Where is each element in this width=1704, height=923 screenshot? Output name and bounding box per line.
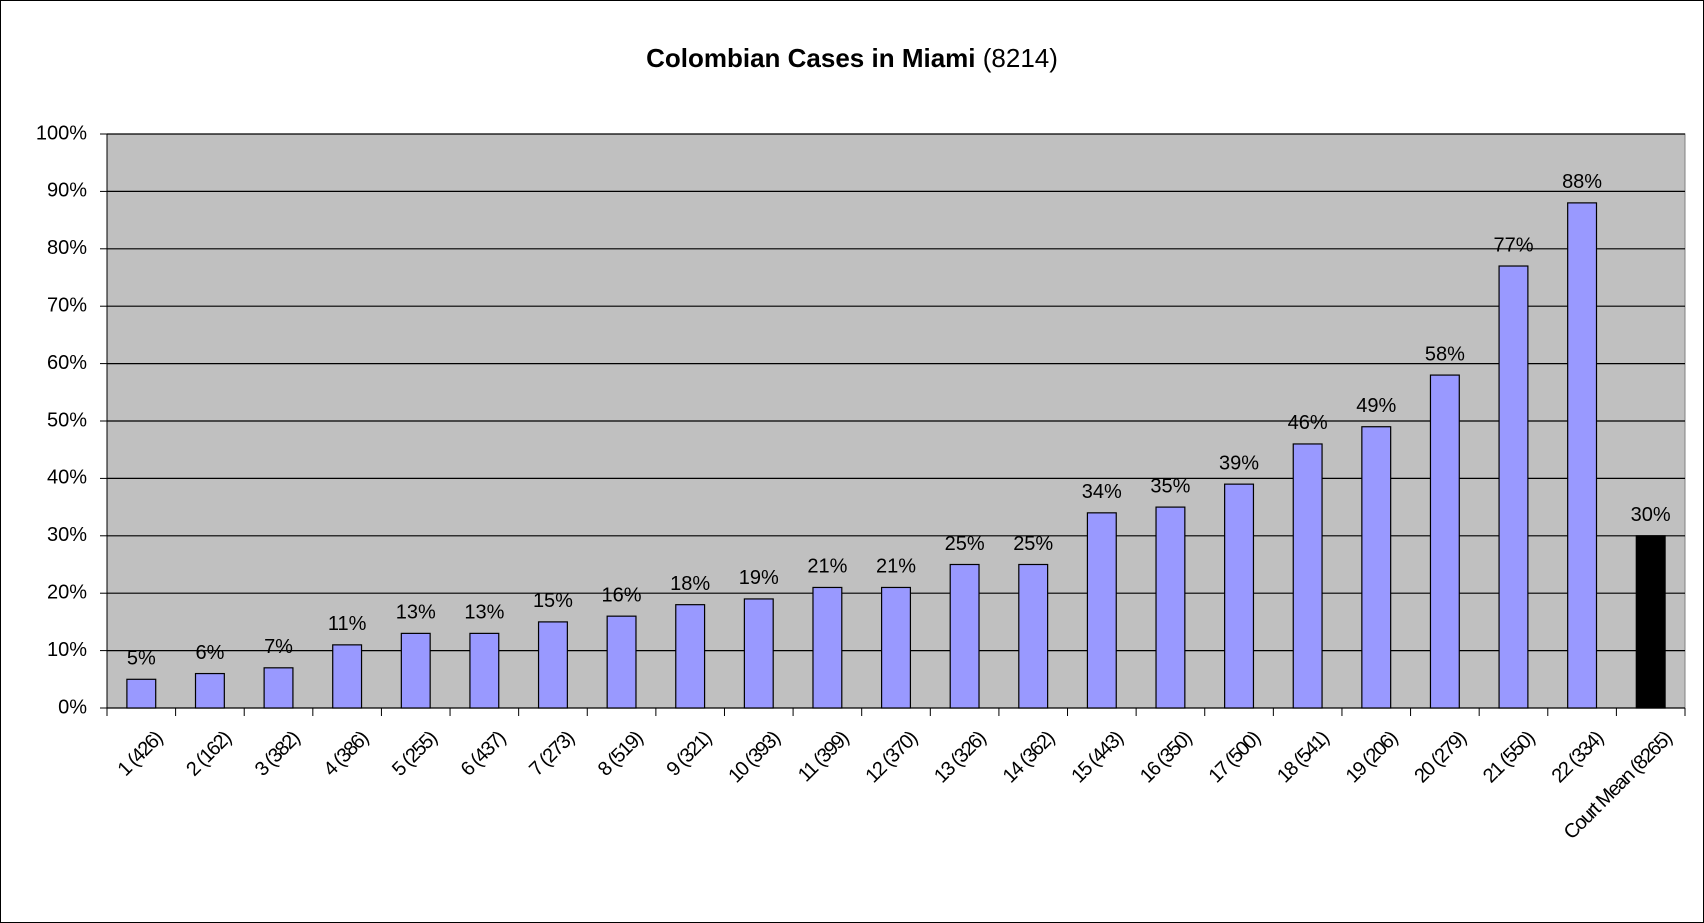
y-tick-label: 40% xyxy=(47,467,87,489)
y-tick-label: 50% xyxy=(47,409,87,431)
data-label: 30% xyxy=(1631,504,1671,526)
data-label: 13% xyxy=(464,602,504,624)
data-label: 13% xyxy=(396,602,436,624)
bar xyxy=(880,586,912,709)
y-tick-label: 0% xyxy=(58,696,87,718)
data-label: 15% xyxy=(533,590,573,612)
bar xyxy=(126,678,157,709)
y-tick-label: 20% xyxy=(47,581,87,603)
bar xyxy=(469,632,500,709)
chart-subtitle: (8214) xyxy=(983,43,1058,73)
bar xyxy=(812,586,843,709)
bar xyxy=(1635,535,1666,709)
data-label: 18% xyxy=(670,573,710,595)
bar xyxy=(675,604,706,709)
y-tick-label: 60% xyxy=(47,352,87,374)
bar xyxy=(1018,563,1049,709)
data-label: 6% xyxy=(195,642,224,664)
bar xyxy=(1292,443,1323,709)
data-label: 11% xyxy=(328,613,367,635)
bar xyxy=(1567,202,1598,709)
bar xyxy=(537,621,568,709)
data-label: 25% xyxy=(945,533,985,555)
bar xyxy=(332,644,363,709)
data-label: 88% xyxy=(1562,171,1602,193)
data-label: 7% xyxy=(264,636,293,658)
y-tick-label: 30% xyxy=(47,524,87,546)
bar xyxy=(400,632,431,709)
bar xyxy=(1498,265,1529,709)
bar xyxy=(1224,483,1255,709)
bar xyxy=(1086,512,1117,709)
data-label: 77% xyxy=(1493,234,1533,256)
data-label: 35% xyxy=(1150,475,1190,497)
data-label: 25% xyxy=(1013,533,1053,555)
bar xyxy=(194,672,225,709)
chart-title: Colombian Cases in Miami xyxy=(646,43,975,73)
data-label: 19% xyxy=(739,567,779,589)
data-label: 21% xyxy=(876,556,916,578)
bar xyxy=(1429,374,1460,709)
chart-title-line: Colombian Cases in Miami (8214) xyxy=(646,43,1058,73)
y-tick-label: 70% xyxy=(47,294,87,316)
bar xyxy=(1155,506,1186,709)
data-label: 21% xyxy=(807,556,847,578)
bar xyxy=(743,598,774,709)
data-label: 58% xyxy=(1425,343,1465,365)
bar xyxy=(1361,426,1392,709)
data-label: 5% xyxy=(127,648,156,670)
bar xyxy=(606,615,637,709)
bar xyxy=(949,563,980,709)
y-tick-label: 90% xyxy=(47,180,87,202)
data-label: 46% xyxy=(1288,412,1328,434)
data-label: 34% xyxy=(1082,481,1122,503)
data-label: 39% xyxy=(1219,452,1259,474)
bar xyxy=(263,667,294,709)
y-tick-label: 80% xyxy=(47,237,87,259)
y-tick-label: 10% xyxy=(47,639,87,661)
y-tick-label: 100% xyxy=(36,122,87,144)
data-label: 49% xyxy=(1356,395,1396,417)
data-label: 16% xyxy=(602,584,642,606)
